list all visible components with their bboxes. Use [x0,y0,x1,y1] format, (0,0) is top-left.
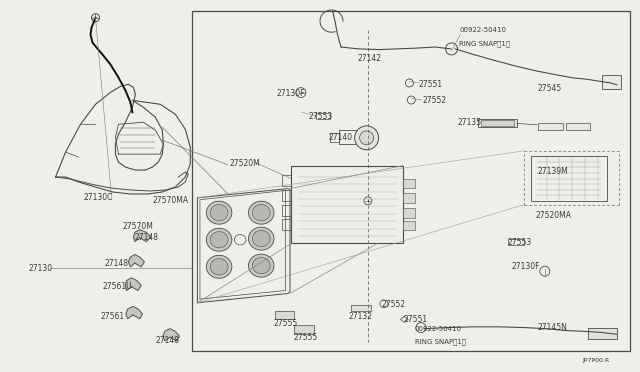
Text: 27561: 27561 [101,312,125,321]
Ellipse shape [206,201,232,224]
Text: 27570M: 27570M [122,221,153,231]
Bar [531,156,607,201]
Ellipse shape [252,205,270,221]
Circle shape [360,131,374,145]
Text: 27130: 27130 [28,264,52,273]
Ellipse shape [206,228,232,251]
Text: 27545: 27545 [537,84,561,93]
Ellipse shape [248,227,274,250]
Text: 27520M: 27520M [229,158,260,167]
Text: 27553: 27553 [507,238,531,247]
Bar [403,208,415,218]
Text: 27142: 27142 [357,54,381,62]
Bar [282,219,291,231]
Polygon shape [129,254,145,267]
Text: 27132: 27132 [349,312,372,321]
Text: 27552: 27552 [422,96,446,105]
Bar [339,131,357,144]
Ellipse shape [210,232,228,248]
Bar [538,123,563,130]
Ellipse shape [210,259,228,275]
Text: 27130C: 27130C [84,193,113,202]
Bar [602,75,621,89]
Bar [291,166,403,243]
Text: 27551: 27551 [419,80,443,89]
Ellipse shape [252,231,270,247]
Ellipse shape [248,201,274,224]
Bar [192,11,630,351]
Text: 27130F: 27130F [511,262,540,271]
Bar [282,205,291,216]
Text: 27555: 27555 [293,333,317,342]
Text: JP7P00.R: JP7P00.R [582,358,609,363]
Text: 27553: 27553 [308,112,333,121]
Bar [275,311,294,320]
Text: RING SNAP（1）: RING SNAP（1） [460,40,510,46]
Bar [294,326,314,334]
Bar [282,175,291,186]
Bar [403,221,415,231]
Text: 27561U: 27561U [103,282,132,291]
Text: 27140: 27140 [328,133,353,142]
Text: 27551: 27551 [403,315,427,324]
Bar [316,113,330,119]
Bar [478,119,516,128]
Text: 00922-50410: 00922-50410 [460,28,506,33]
Text: 27520MA: 27520MA [536,211,572,220]
Polygon shape [126,307,143,319]
Ellipse shape [206,255,232,278]
Polygon shape [134,230,151,241]
Text: RING SNAP（1）: RING SNAP（1） [415,339,466,345]
Ellipse shape [248,254,274,277]
Bar [351,305,371,311]
Text: 00922-50410: 00922-50410 [415,326,461,332]
Bar [566,123,590,130]
Polygon shape [163,329,179,341]
Text: 27552: 27552 [382,300,406,309]
Ellipse shape [210,205,228,221]
Bar [481,121,514,126]
Text: 27148: 27148 [156,336,180,346]
Text: 27135: 27135 [458,119,481,128]
Text: 27555: 27555 [273,320,298,328]
Bar [588,328,617,339]
Text: 27145N: 27145N [537,323,567,332]
Text: 27130F: 27130F [276,89,305,98]
Bar [282,190,291,201]
Circle shape [355,126,379,150]
Bar [403,179,415,188]
Text: 27139M: 27139M [537,167,568,176]
Bar [508,238,524,245]
Text: 27570MA: 27570MA [152,196,188,205]
Ellipse shape [252,257,270,274]
Text: 27148: 27148 [135,232,159,242]
Bar [403,193,415,203]
Text: 27148: 27148 [104,259,128,267]
Polygon shape [125,278,141,291]
